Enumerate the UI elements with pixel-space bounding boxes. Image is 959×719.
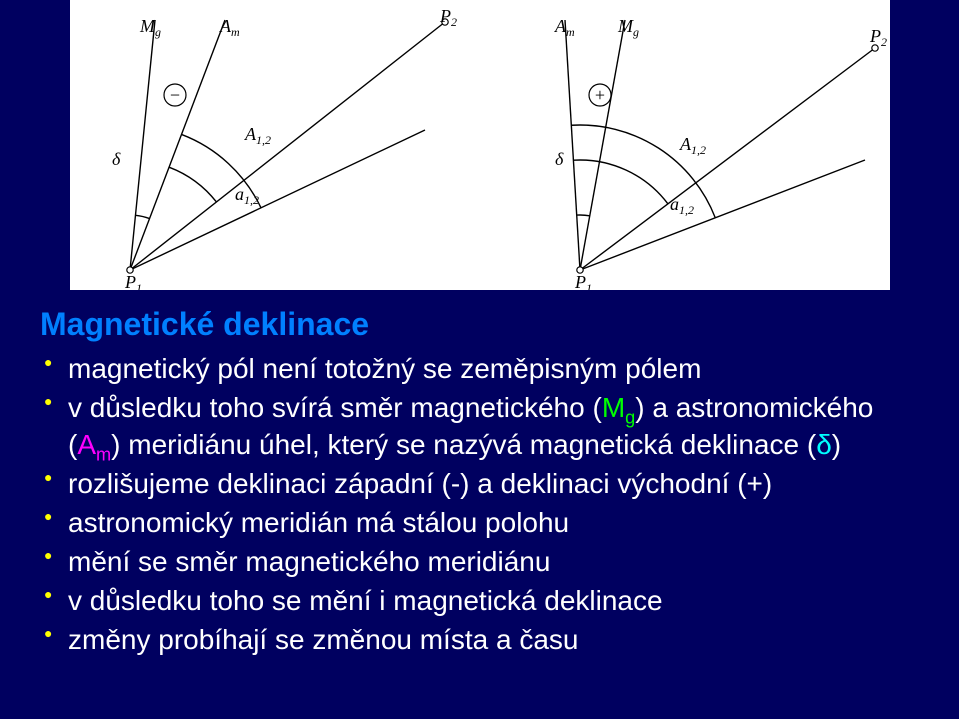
svg-text:A1,2: A1,2 <box>244 124 271 147</box>
svg-text:δ: δ <box>112 149 121 169</box>
text-segment: magnetický pól není totožný se zeměpisný… <box>68 353 701 384</box>
svg-text:Mg: Mg <box>617 16 639 39</box>
svg-text:a1,2: a1,2 <box>235 184 259 207</box>
text-segment: M <box>602 392 625 423</box>
text-segment: mění se směr magnetického meridiánu <box>68 546 550 577</box>
text-segment: A <box>77 429 96 460</box>
bullet-item: magnetický pól není totožný se zeměpisný… <box>68 351 919 388</box>
declination-svg: − Mg Am P2 P1 δ A1,2 a1,2 + Mg Am P2 P1 δ A1,2 a1,2 <box>70 0 890 290</box>
svg-text:P2: P2 <box>439 6 457 29</box>
bullet-item: v důsledku toho svírá směr magnetického … <box>68 390 919 464</box>
slide-content: Magnetické deklinace magnetický pól není… <box>0 290 959 659</box>
svg-text:P1: P1 <box>124 272 142 290</box>
text-segment: v důsledku toho svírá směr magnetického … <box>68 392 602 423</box>
bullet-item: rozlišujeme deklinaci západní (-) a dekl… <box>68 466 919 503</box>
declination-figure: − Mg Am P2 P1 δ A1,2 a1,2 + Mg Am P2 P1 δ A1,2 a1,2 <box>70 0 890 290</box>
text-segment: m <box>96 445 111 465</box>
bullet-item: v důsledku toho se mění i magnetická dek… <box>68 583 919 620</box>
text-segment: astronomický meridián má stálou polohu <box>68 507 569 538</box>
bullet-item: astronomický meridián má stálou polohu <box>68 505 919 542</box>
svg-text:a1,2: a1,2 <box>670 194 694 217</box>
svg-text:Am: Am <box>219 16 240 39</box>
bullet-item: mění se směr magnetického meridiánu <box>68 544 919 581</box>
slide-title: Magnetické deklinace <box>40 306 919 343</box>
svg-text:Mg: Mg <box>139 16 161 39</box>
text-segment: změny probíhají se změnou místa a času <box>68 624 578 655</box>
svg-text:−: − <box>170 85 180 105</box>
text-segment: δ <box>816 429 832 460</box>
svg-text:+: + <box>595 85 605 105</box>
text-segment: ) meridiánu úhel, který se nazývá magnet… <box>111 429 816 460</box>
svg-text:Am: Am <box>554 16 575 39</box>
bullet-item: změny probíhají se změnou místa a času <box>68 622 919 659</box>
svg-text:P2: P2 <box>869 26 887 49</box>
svg-text:P1: P1 <box>574 272 592 290</box>
svg-text:A1,2: A1,2 <box>679 134 706 157</box>
svg-text:δ: δ <box>555 149 564 169</box>
text-segment: rozlišujeme deklinaci západní (-) a dekl… <box>68 468 772 499</box>
text-segment: g <box>625 408 635 428</box>
text-segment: ) <box>832 429 841 460</box>
bullet-list: magnetický pól není totožný se zeměpisný… <box>40 351 919 659</box>
text-segment: v důsledku toho se mění i magnetická dek… <box>68 585 663 616</box>
